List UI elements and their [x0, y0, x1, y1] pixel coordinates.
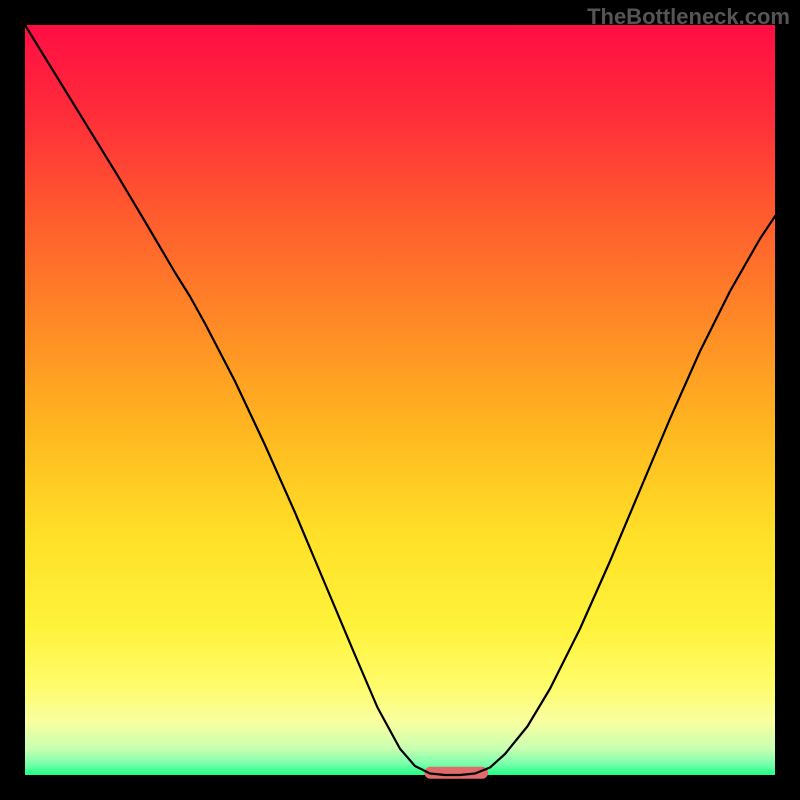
- watermark-text: TheBottleneck.com: [587, 4, 790, 30]
- bottleneck-chart: [0, 0, 800, 800]
- chart-container: TheBottleneck.com: [0, 0, 800, 800]
- plot-background: [25, 25, 775, 775]
